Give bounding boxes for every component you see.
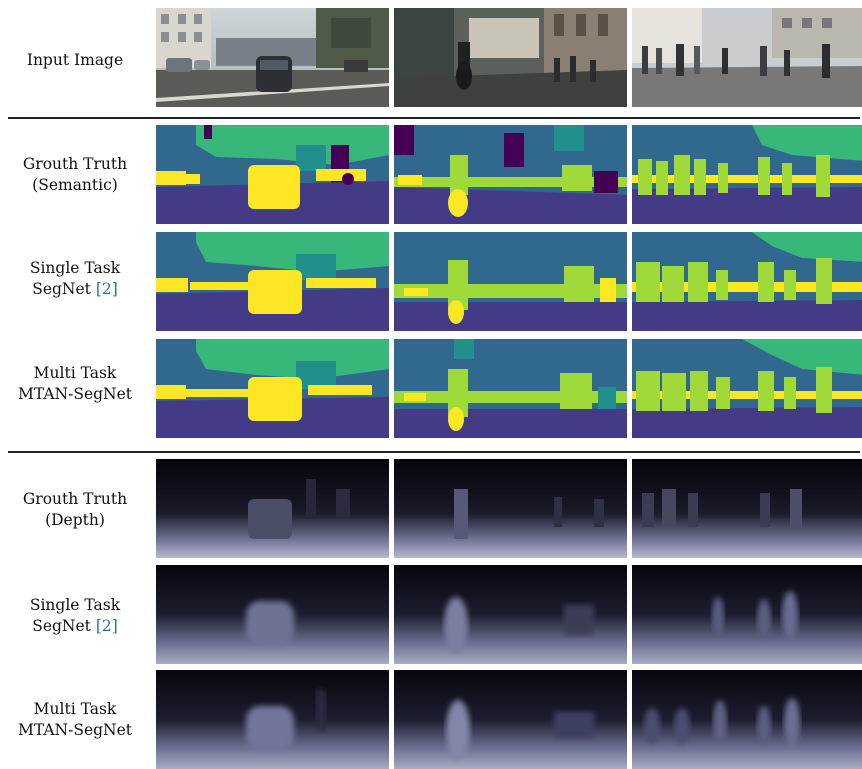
semantic-multi-task-street-car — [156, 339, 389, 438]
label-line: (Depth) — [45, 511, 105, 529]
label-line: Multi Task — [33, 700, 117, 718]
depth-single-task-street-car — [156, 565, 389, 664]
citation-link[interactable]: [2] — [95, 280, 118, 298]
semantic-single-task-street-cyclist — [394, 232, 627, 331]
citation-link[interactable]: [2] — [95, 617, 118, 635]
row-label-single-task-depth: Single Task SegNet [2] — [0, 595, 150, 637]
depth-gt-street-cyclist — [394, 459, 627, 558]
label-line: SegNet — [32, 617, 91, 635]
row-label-single-task-semantic: Single Task SegNet [2] — [0, 258, 150, 300]
depth-single-task-street-pedestrians — [632, 565, 862, 664]
label-line: MTAN-SegNet — [17, 385, 133, 403]
input-image-street-pedestrians — [632, 8, 862, 107]
row-label-multi-task-depth: Multi Task MTAN-SegNet — [0, 699, 150, 741]
semantic-single-task-street-car — [156, 232, 389, 331]
depth-single-task-street-cyclist — [394, 565, 627, 664]
row-label-ground-truth-semantic: Grouth Truth (Semantic) — [0, 154, 150, 196]
semantic-gt-street-cyclist — [394, 125, 627, 224]
semantic-gt-street-pedestrians — [632, 125, 862, 224]
semantic-gt-street-car — [156, 125, 389, 224]
depth-multi-task-street-cyclist — [394, 670, 627, 769]
depth-multi-task-street-car — [156, 670, 389, 769]
row-label-multi-task-semantic: Multi Task MTAN-SegNet — [0, 363, 150, 405]
row-label-input-image: Input Image — [0, 50, 150, 71]
label-line: SegNet — [32, 280, 91, 298]
label-line: Multi Task — [33, 364, 117, 382]
label-line: Single Task — [29, 596, 121, 614]
depth-multi-task-street-pedestrians — [632, 670, 862, 769]
input-image-street-car — [156, 8, 389, 107]
label-line: Grouth Truth — [22, 490, 128, 508]
label-line: Grouth Truth — [22, 155, 128, 173]
section-divider — [8, 117, 860, 119]
label-line: (Semantic) — [32, 176, 118, 194]
label-line: Single Task — [29, 259, 121, 277]
row-label-ground-truth-depth: Grouth Truth (Depth) — [0, 489, 150, 531]
semantic-single-task-street-pedestrians — [632, 232, 862, 331]
label-line: Input Image — [26, 51, 124, 69]
semantic-multi-task-street-pedestrians — [632, 339, 862, 438]
depth-gt-street-pedestrians — [632, 459, 862, 558]
depth-gt-street-car — [156, 459, 389, 558]
label-line: MTAN-SegNet — [17, 721, 133, 739]
input-image-street-cyclist — [394, 8, 627, 107]
semantic-multi-task-street-cyclist — [394, 339, 627, 438]
section-divider — [8, 451, 860, 453]
